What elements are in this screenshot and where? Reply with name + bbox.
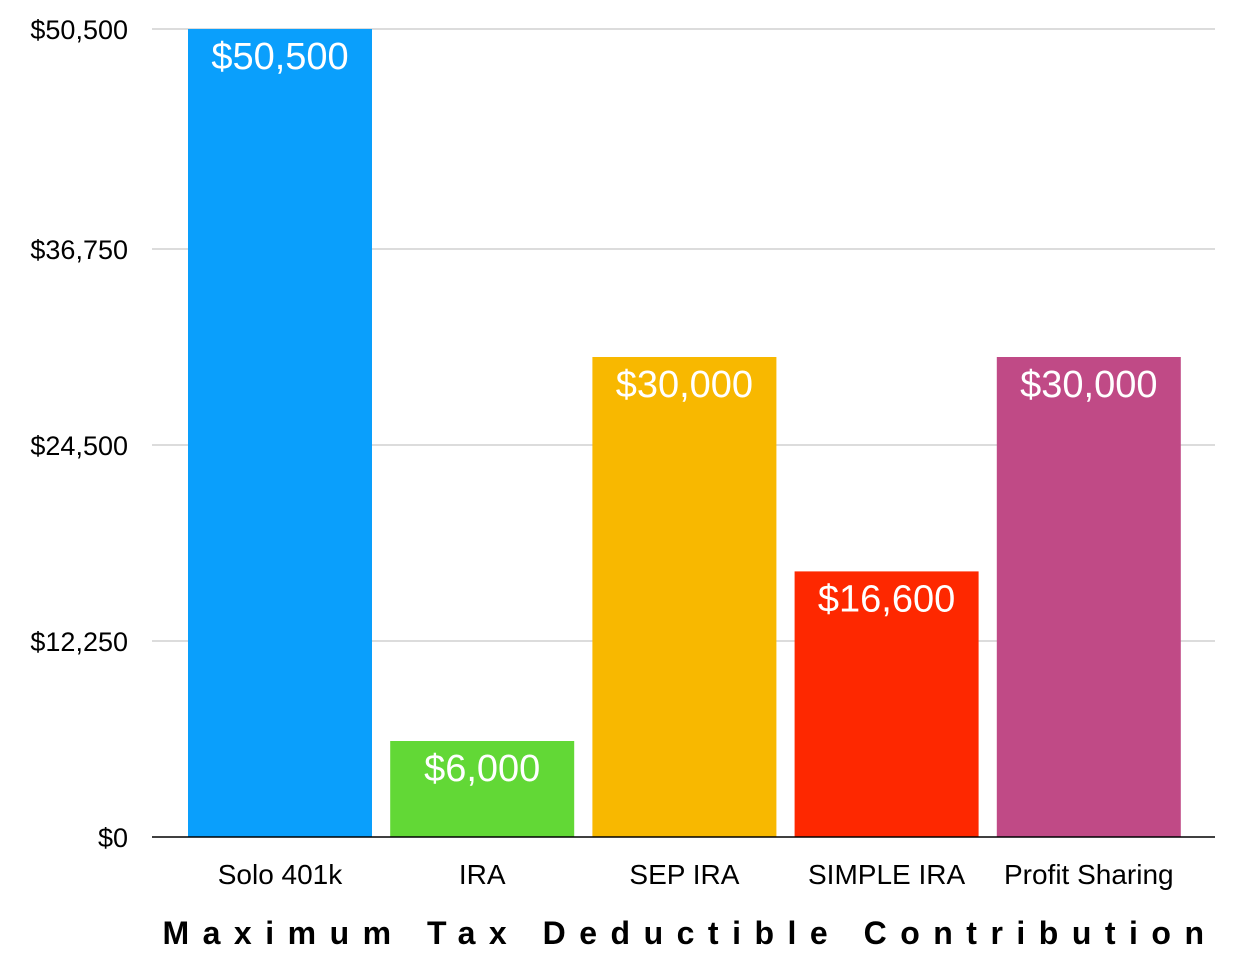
y-tick-label: $24,500 (30, 431, 128, 461)
y-tick-label: $36,750 (30, 235, 128, 265)
x-category-label: IRA (459, 859, 506, 890)
bar (794, 571, 979, 837)
x-category-label: Solo 401k (218, 859, 344, 890)
y-tick-label: $12,250 (30, 627, 128, 657)
y-tick-label: $50,500 (30, 15, 128, 45)
data-label: $30,000 (1020, 364, 1157, 406)
data-label: $6,000 (424, 748, 540, 790)
data-label: $30,000 (616, 364, 753, 406)
bar (390, 741, 575, 837)
x-axis-categories: Solo 401k IRA SEP IRA SIMPLE IRA Profit Shar… (218, 859, 1174, 890)
y-tick-label: $0 (98, 823, 128, 853)
x-axis-title: Maximum Tax Deductible Contribution (162, 915, 1217, 951)
data-label: $16,600 (818, 578, 955, 620)
y-axis-ticks: $0 $12,250 $24,500 $36,750 $50,500 (30, 15, 128, 853)
x-category-label: SIMPLE IRA (808, 859, 965, 890)
bars: $50,500 $6,000 $30,000 $16,600 $30,000 (188, 29, 1181, 837)
bar (592, 357, 777, 837)
data-label: $50,500 (211, 36, 348, 78)
bar (188, 29, 372, 837)
x-category-label: SEP IRA (629, 859, 739, 890)
x-category-label: Profit Sharing (1004, 859, 1174, 890)
bar (996, 357, 1181, 837)
